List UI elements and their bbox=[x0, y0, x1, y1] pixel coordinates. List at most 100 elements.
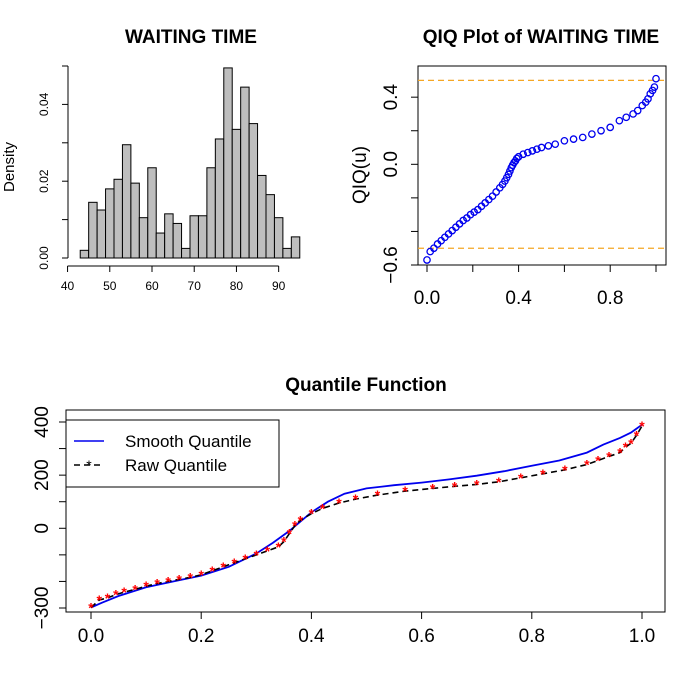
raw-quantile-marker: * bbox=[276, 539, 282, 555]
raw-quantile-marker: * bbox=[320, 500, 326, 516]
histogram-bar bbox=[88, 201, 98, 259]
quantile-y-tick-label: 0 bbox=[32, 523, 53, 534]
raw-quantile-marker: * bbox=[518, 470, 524, 486]
legend-swatch-raw-marker: * bbox=[86, 457, 92, 473]
raw-quantile-marker: * bbox=[584, 457, 590, 473]
quantile-x-tick-label: 1.0 bbox=[629, 626, 655, 647]
qiq-point bbox=[492, 188, 501, 196]
raw-quantile-marker: * bbox=[336, 495, 342, 511]
raw-quantile-marker: * bbox=[187, 569, 193, 585]
histogram-bar bbox=[181, 247, 191, 259]
quantile-plot-frame bbox=[65, 409, 666, 613]
raw-quantile-marker: * bbox=[353, 491, 359, 507]
raw-quantile-marker: * bbox=[254, 547, 260, 563]
histogram-bar bbox=[79, 249, 90, 259]
raw-quantile-marker: * bbox=[143, 578, 149, 594]
raw-quantile-marker: * bbox=[165, 573, 171, 589]
histogram-bar bbox=[105, 188, 115, 259]
raw-quantile-marker: * bbox=[452, 478, 458, 494]
histogram-bar bbox=[257, 174, 267, 259]
qiq-point bbox=[578, 133, 587, 142]
qiq-point bbox=[537, 143, 546, 152]
raw-quantile-marker: * bbox=[540, 466, 546, 482]
quantile-plot: * * * * * * * * * * * * * * * * * * * * * * * * * * * * * * * * * * * * * * * *… bbox=[32, 406, 666, 647]
qiq-point bbox=[606, 123, 615, 132]
raw-quantile-marker: * bbox=[606, 449, 612, 465]
histogram-panel: WAITING TIME Density 40 50 60 70 80 90 0.00 0.0… bbox=[1, 27, 301, 293]
qiq-point bbox=[588, 130, 596, 138]
raw-quantile-marker: * bbox=[623, 439, 629, 455]
raw-quantile-line bbox=[90, 425, 643, 609]
raw-quantile-marker: * bbox=[595, 453, 601, 469]
raw-quantile-marker: * bbox=[154, 576, 160, 592]
histogram-bar bbox=[96, 209, 107, 259]
histogram-bar bbox=[189, 215, 199, 259]
raw-quantile-marker: * bbox=[265, 543, 271, 559]
histogram-y-tick-label: 0.00 bbox=[37, 246, 51, 270]
qiq-point bbox=[615, 116, 624, 125]
raw-quantile-marker: * bbox=[309, 506, 315, 522]
qiq-title: QIQ Plot of WAITING TIME bbox=[423, 27, 659, 48]
qiq-point bbox=[650, 83, 659, 91]
raw-quantile-marker: * bbox=[97, 592, 103, 608]
raw-quantile-marker: * bbox=[132, 581, 138, 597]
histogram-x-tick-label: 60 bbox=[145, 279, 159, 293]
raw-quantile-marker: * bbox=[634, 427, 640, 443]
qiq-plot-frame bbox=[417, 65, 667, 266]
raw-quantile-marker: * bbox=[375, 487, 381, 503]
histogram-bar bbox=[282, 247, 292, 259]
raw-quantile-marker: * bbox=[176, 571, 182, 587]
quantile-panel: Quantile Function * * * * * * * * * * * * * * * * * * * * * *… bbox=[32, 375, 666, 647]
raw-quantile-marker: * bbox=[430, 480, 436, 496]
histogram-bar bbox=[138, 217, 149, 259]
quantile-y-tick-label: 200 bbox=[32, 459, 53, 491]
histogram-bar bbox=[214, 138, 225, 259]
histogram-bar bbox=[223, 67, 233, 259]
histogram-bar bbox=[273, 217, 284, 259]
histogram-bar bbox=[231, 128, 242, 259]
qiq-point bbox=[569, 135, 578, 143]
histogram-bar bbox=[121, 144, 132, 259]
qiq-point bbox=[652, 74, 660, 83]
qiq-point bbox=[512, 154, 521, 163]
raw-quantile-marker: * bbox=[292, 518, 298, 534]
qiq-x-tick-label: 0.4 bbox=[505, 288, 532, 309]
quantile-x-tick-label: 0.4 bbox=[298, 626, 325, 647]
raw-quantile-marker: * bbox=[474, 476, 480, 492]
raw-quantile-marker: * bbox=[281, 534, 287, 550]
histogram-bar bbox=[197, 215, 208, 259]
histogram-bar bbox=[164, 213, 174, 259]
histogram-y-tick-label: 0.02 bbox=[37, 169, 51, 193]
raw-quantile-marker: * bbox=[209, 563, 215, 579]
histogram-y-tick-label: 0.04 bbox=[37, 92, 51, 116]
legend-box bbox=[65, 419, 280, 488]
raw-quantile-marker: * bbox=[232, 555, 238, 571]
raw-quantile-marker: * bbox=[198, 567, 204, 583]
quantile-x-tick-label: 0.0 bbox=[78, 626, 104, 647]
legend-label-smooth: Smooth Quantile bbox=[125, 432, 252, 451]
histogram-bar bbox=[290, 236, 301, 259]
qiq-x-tick-label: 0.8 bbox=[597, 288, 623, 309]
histogram-y-axis-label: Density bbox=[1, 141, 18, 192]
histogram-x-tick-label: 70 bbox=[188, 279, 202, 293]
qiq-point bbox=[423, 256, 431, 264]
raw-quantile-marker: * bbox=[287, 526, 293, 542]
qiq-point bbox=[544, 141, 553, 150]
legend-label-raw: Raw Quantile bbox=[125, 456, 227, 475]
histogram-bar bbox=[240, 86, 250, 259]
quantile-x-tick-label: 0.8 bbox=[519, 626, 545, 647]
qiq-point bbox=[622, 113, 631, 122]
legend: Smooth Quantile * Raw Quantile bbox=[65, 419, 280, 488]
raw-quantile-marker: * bbox=[113, 587, 119, 603]
histogram-x-tick-label: 40 bbox=[61, 279, 75, 293]
qiq-y-tick-label: 0.4 bbox=[381, 84, 402, 111]
qiq-y-tick-label: 0.0 bbox=[381, 151, 402, 177]
raw-quantile-marker: * bbox=[402, 483, 408, 499]
qiq-point bbox=[523, 148, 532, 157]
histogram-bar bbox=[130, 182, 140, 259]
quantile-x-tick-label: 0.6 bbox=[408, 626, 434, 647]
raw-quantile-marker: * bbox=[298, 512, 304, 528]
qiq-point bbox=[551, 140, 560, 149]
histogram-plot: 40 50 60 70 80 90 0.00 0.02 0.04 bbox=[37, 65, 301, 293]
